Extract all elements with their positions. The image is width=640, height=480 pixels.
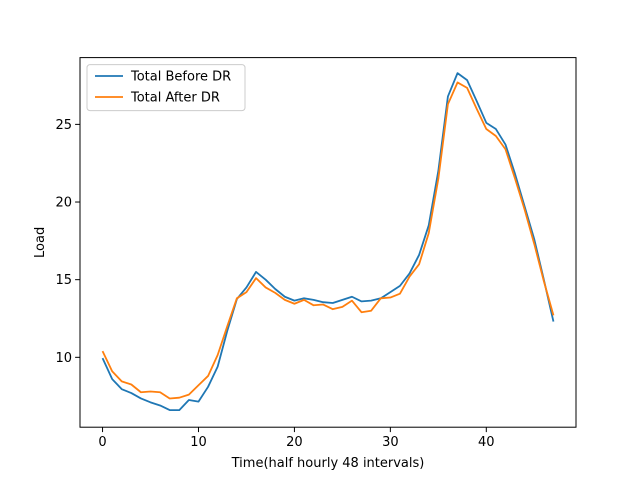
x-tick-label: 30 [382, 435, 399, 450]
y-axis-label: Load [33, 227, 48, 258]
x-axis-label: Time(half hourly 48 intervals) [231, 456, 425, 471]
y-tick-label: 25 [55, 118, 72, 133]
plot-frame [79, 57, 577, 428]
x-axis-ticks: 0 10 20 30 40 [98, 427, 495, 450]
series-layer [101, 72, 555, 412]
x-tick-label: 10 [190, 435, 207, 450]
legend: Total Before DR Total After DR [86, 64, 246, 112]
y-axis-ticks: 10 15 20 25 [55, 118, 80, 366]
x-tick-label: 40 [478, 435, 495, 450]
y-tick-label: 15 [55, 273, 72, 288]
legend-label-before-dr: Total Before DR [130, 70, 231, 85]
x-tick-label: 0 [98, 435, 106, 450]
series-line-1 [101, 81, 555, 400]
y-tick-label: 10 [55, 351, 72, 366]
series-line-0 [101, 72, 555, 412]
x-tick-label: 20 [286, 435, 303, 450]
y-tick-label: 20 [55, 196, 72, 211]
plot-background [80, 57, 576, 428]
legend-box [86, 64, 246, 112]
legend-label-after-dr: Total After DR [130, 91, 220, 106]
